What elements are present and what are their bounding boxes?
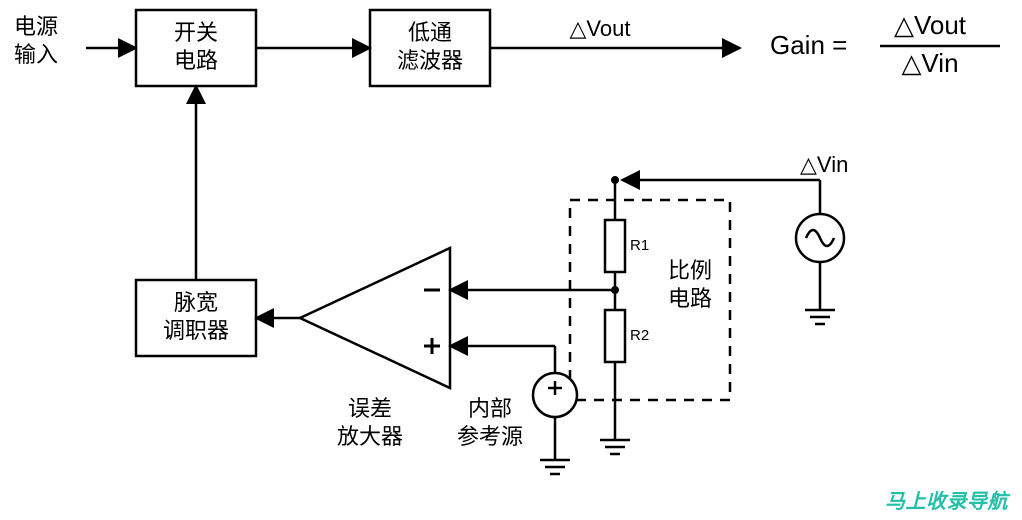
block-switch-line2: 电路 — [174, 48, 218, 73]
resistor-r2-label: R2 — [630, 327, 649, 344]
resistor-r2 — [605, 310, 625, 362]
block-pwm-line1: 脉宽 — [174, 290, 218, 315]
ground-icon-vin — [805, 310, 835, 324]
label-vin: △Vin — [800, 152, 848, 177]
amp-label-1: 误差 — [348, 396, 392, 421]
resistor-r1-label: R1 — [630, 237, 649, 254]
gain-num: △Vout — [894, 10, 967, 40]
node-top — [611, 176, 619, 184]
ref-label-1: 内部 — [468, 396, 512, 421]
label-power-input-1: 电源 — [14, 14, 58, 39]
ratio-label-2: 电路 — [668, 286, 712, 311]
gain-lhs: Gain = — [770, 30, 847, 60]
gain-den: △Vin — [901, 48, 958, 78]
block-lpf-line1: 低通 — [408, 20, 452, 45]
ground-icon-divider — [600, 440, 630, 454]
block-lpf-line2: 滤波器 — [397, 48, 463, 73]
ground-icon-ref — [540, 460, 570, 474]
block-switch-line1: 开关 — [174, 20, 218, 45]
error-amplifier — [300, 248, 450, 388]
label-power-input-2: 输入 — [14, 42, 58, 67]
label-vout: △Vout — [570, 16, 631, 41]
amp-label-2: 放大器 — [337, 424, 403, 449]
block-pwm-line2: 调职器 — [163, 318, 229, 343]
circuit-diagram: 电源 输入 开关 电路 低通 滤波器 脉宽 调职器 △Vout Gain = △… — [0, 0, 1022, 520]
ratio-label-1: 比例 — [668, 258, 712, 283]
ref-label-2: 参考源 — [457, 424, 523, 449]
amp-plus-icon — [424, 338, 440, 354]
resistor-r1 — [605, 220, 625, 272]
